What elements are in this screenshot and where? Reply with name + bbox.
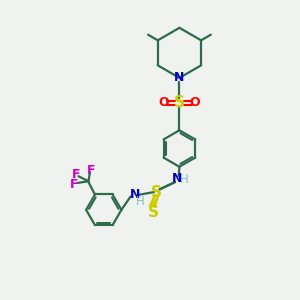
Text: H: H (136, 195, 144, 208)
Text: N: N (174, 71, 184, 84)
Text: N: N (130, 188, 140, 201)
Text: F: F (87, 164, 95, 176)
Text: N: N (172, 172, 182, 185)
Text: H: H (180, 172, 189, 186)
Text: S: S (148, 205, 159, 220)
Text: O: O (159, 96, 170, 110)
Text: S: S (174, 95, 185, 110)
Text: S: S (151, 185, 162, 200)
Text: F: F (70, 178, 79, 191)
Text: F: F (72, 168, 80, 181)
Text: O: O (189, 96, 200, 110)
